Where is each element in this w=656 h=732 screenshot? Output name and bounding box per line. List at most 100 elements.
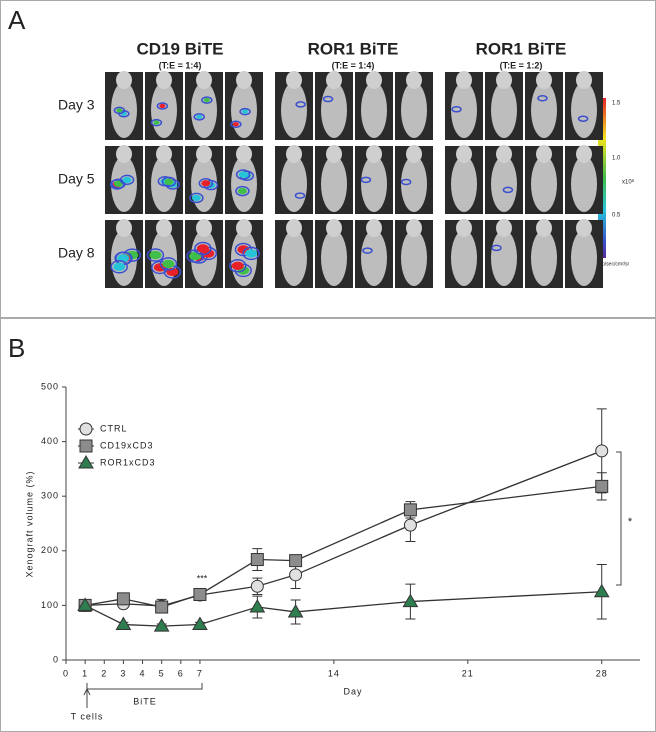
signal-blob xyxy=(451,106,462,113)
signal-blob xyxy=(235,185,250,197)
group-title: ROR1 BiTE xyxy=(476,39,567,58)
mouse-body xyxy=(491,156,517,212)
signal-blob xyxy=(194,241,212,256)
mouse-head xyxy=(116,71,132,89)
mouse-body xyxy=(361,230,387,286)
mouse-body xyxy=(191,82,217,138)
signal-blob xyxy=(113,106,126,115)
marker xyxy=(193,587,207,601)
mouse-head xyxy=(576,71,592,89)
colorbar-scale: x10⁸ xyxy=(622,179,635,186)
signal-blob xyxy=(502,186,514,194)
mouse-head xyxy=(536,219,552,237)
signal-blob xyxy=(203,98,210,103)
mouse-head xyxy=(366,145,382,163)
signal-blob xyxy=(110,260,129,274)
x-tick-label: 5 xyxy=(159,668,165,678)
signal-blob xyxy=(537,94,548,102)
mouse-body xyxy=(571,82,597,138)
mouse-head xyxy=(116,145,132,163)
significance-bracket xyxy=(616,451,622,586)
mouse-body xyxy=(281,230,307,286)
row-label: Day 8 xyxy=(58,245,95,261)
injection-label: T cells xyxy=(71,711,104,721)
x-tick-label: 4 xyxy=(140,668,146,678)
x-tick-label: 21 xyxy=(462,668,474,678)
legend-label: CD19xCD3 xyxy=(100,440,154,450)
mouse-head xyxy=(366,219,382,237)
mouse-head xyxy=(536,71,552,89)
mouse-body xyxy=(571,230,597,286)
mouse-head xyxy=(496,219,512,237)
mouse-head xyxy=(366,71,382,89)
treatment-bracket xyxy=(86,683,203,690)
x-tick-label: 6 xyxy=(178,668,184,678)
mouse-head xyxy=(326,145,342,163)
mouse-body xyxy=(321,230,347,286)
signal-blob xyxy=(198,177,214,189)
mouse-body xyxy=(361,156,387,212)
mouse-head xyxy=(196,219,212,237)
mouse-body xyxy=(281,156,307,212)
mouse-body xyxy=(491,230,517,286)
signal-blob xyxy=(146,248,165,262)
signal-blob xyxy=(362,247,373,254)
signal-blob xyxy=(161,176,177,188)
legend-marker xyxy=(79,422,93,436)
y-tick-label: 100 xyxy=(41,600,59,610)
signal-blob xyxy=(295,101,306,108)
colorbar-unit: p/sec/cm²/sr xyxy=(602,261,630,267)
mouse-head xyxy=(326,219,342,237)
colorbar-label: 1.5 xyxy=(612,101,621,107)
signal-blob xyxy=(360,176,372,184)
y-tick-label: 300 xyxy=(41,491,59,501)
mouse-body xyxy=(321,82,347,138)
marker xyxy=(116,592,130,606)
signal-blob xyxy=(196,244,209,253)
mouse-body xyxy=(361,82,387,138)
signal-blob xyxy=(119,174,135,186)
mouse-head xyxy=(236,71,252,89)
signal-blob xyxy=(159,103,166,109)
signal-blob xyxy=(162,259,175,269)
group-title: CD19 BiTE xyxy=(137,39,224,58)
signal-blob xyxy=(116,108,123,113)
signal-blob xyxy=(245,249,258,258)
colorbar-label: 0.5 xyxy=(612,213,621,219)
mouse-head xyxy=(196,145,212,163)
marker xyxy=(403,503,417,517)
mouse-head xyxy=(156,71,172,89)
signal-blob xyxy=(122,176,132,184)
signal-blob xyxy=(150,118,163,127)
mouse-head xyxy=(236,219,252,237)
signal-blob xyxy=(229,259,247,273)
x-tick-label: 0 xyxy=(63,668,69,678)
marker xyxy=(593,583,610,598)
signal-blob xyxy=(239,107,251,116)
x-tick-label: 28 xyxy=(596,668,608,678)
colorbar-label: 1.0 xyxy=(612,156,621,162)
x-tick-label: 7 xyxy=(197,668,203,678)
mouse-head xyxy=(576,145,592,163)
mouse-head xyxy=(456,71,472,89)
mouse-body xyxy=(531,156,557,212)
x-tick-label: 14 xyxy=(328,668,340,678)
marker xyxy=(77,597,94,611)
mouse-body xyxy=(451,82,477,138)
row-label: Day 3 xyxy=(58,97,95,113)
marker xyxy=(595,444,609,458)
mouse-head xyxy=(456,145,472,163)
legend-label: CTRL xyxy=(100,423,128,433)
mouse-head xyxy=(576,219,592,237)
group-title: ROR1 BiTE xyxy=(308,39,399,58)
significance: *** xyxy=(197,573,208,583)
signal-blob xyxy=(159,257,178,271)
signal-blob xyxy=(294,192,306,199)
mouse-head xyxy=(496,145,512,163)
treatment-label: BiTE xyxy=(133,696,157,706)
row-label: Day 5 xyxy=(58,171,95,187)
mouse-body xyxy=(401,230,427,286)
significance: * xyxy=(628,516,633,528)
mouse-body xyxy=(531,230,557,286)
